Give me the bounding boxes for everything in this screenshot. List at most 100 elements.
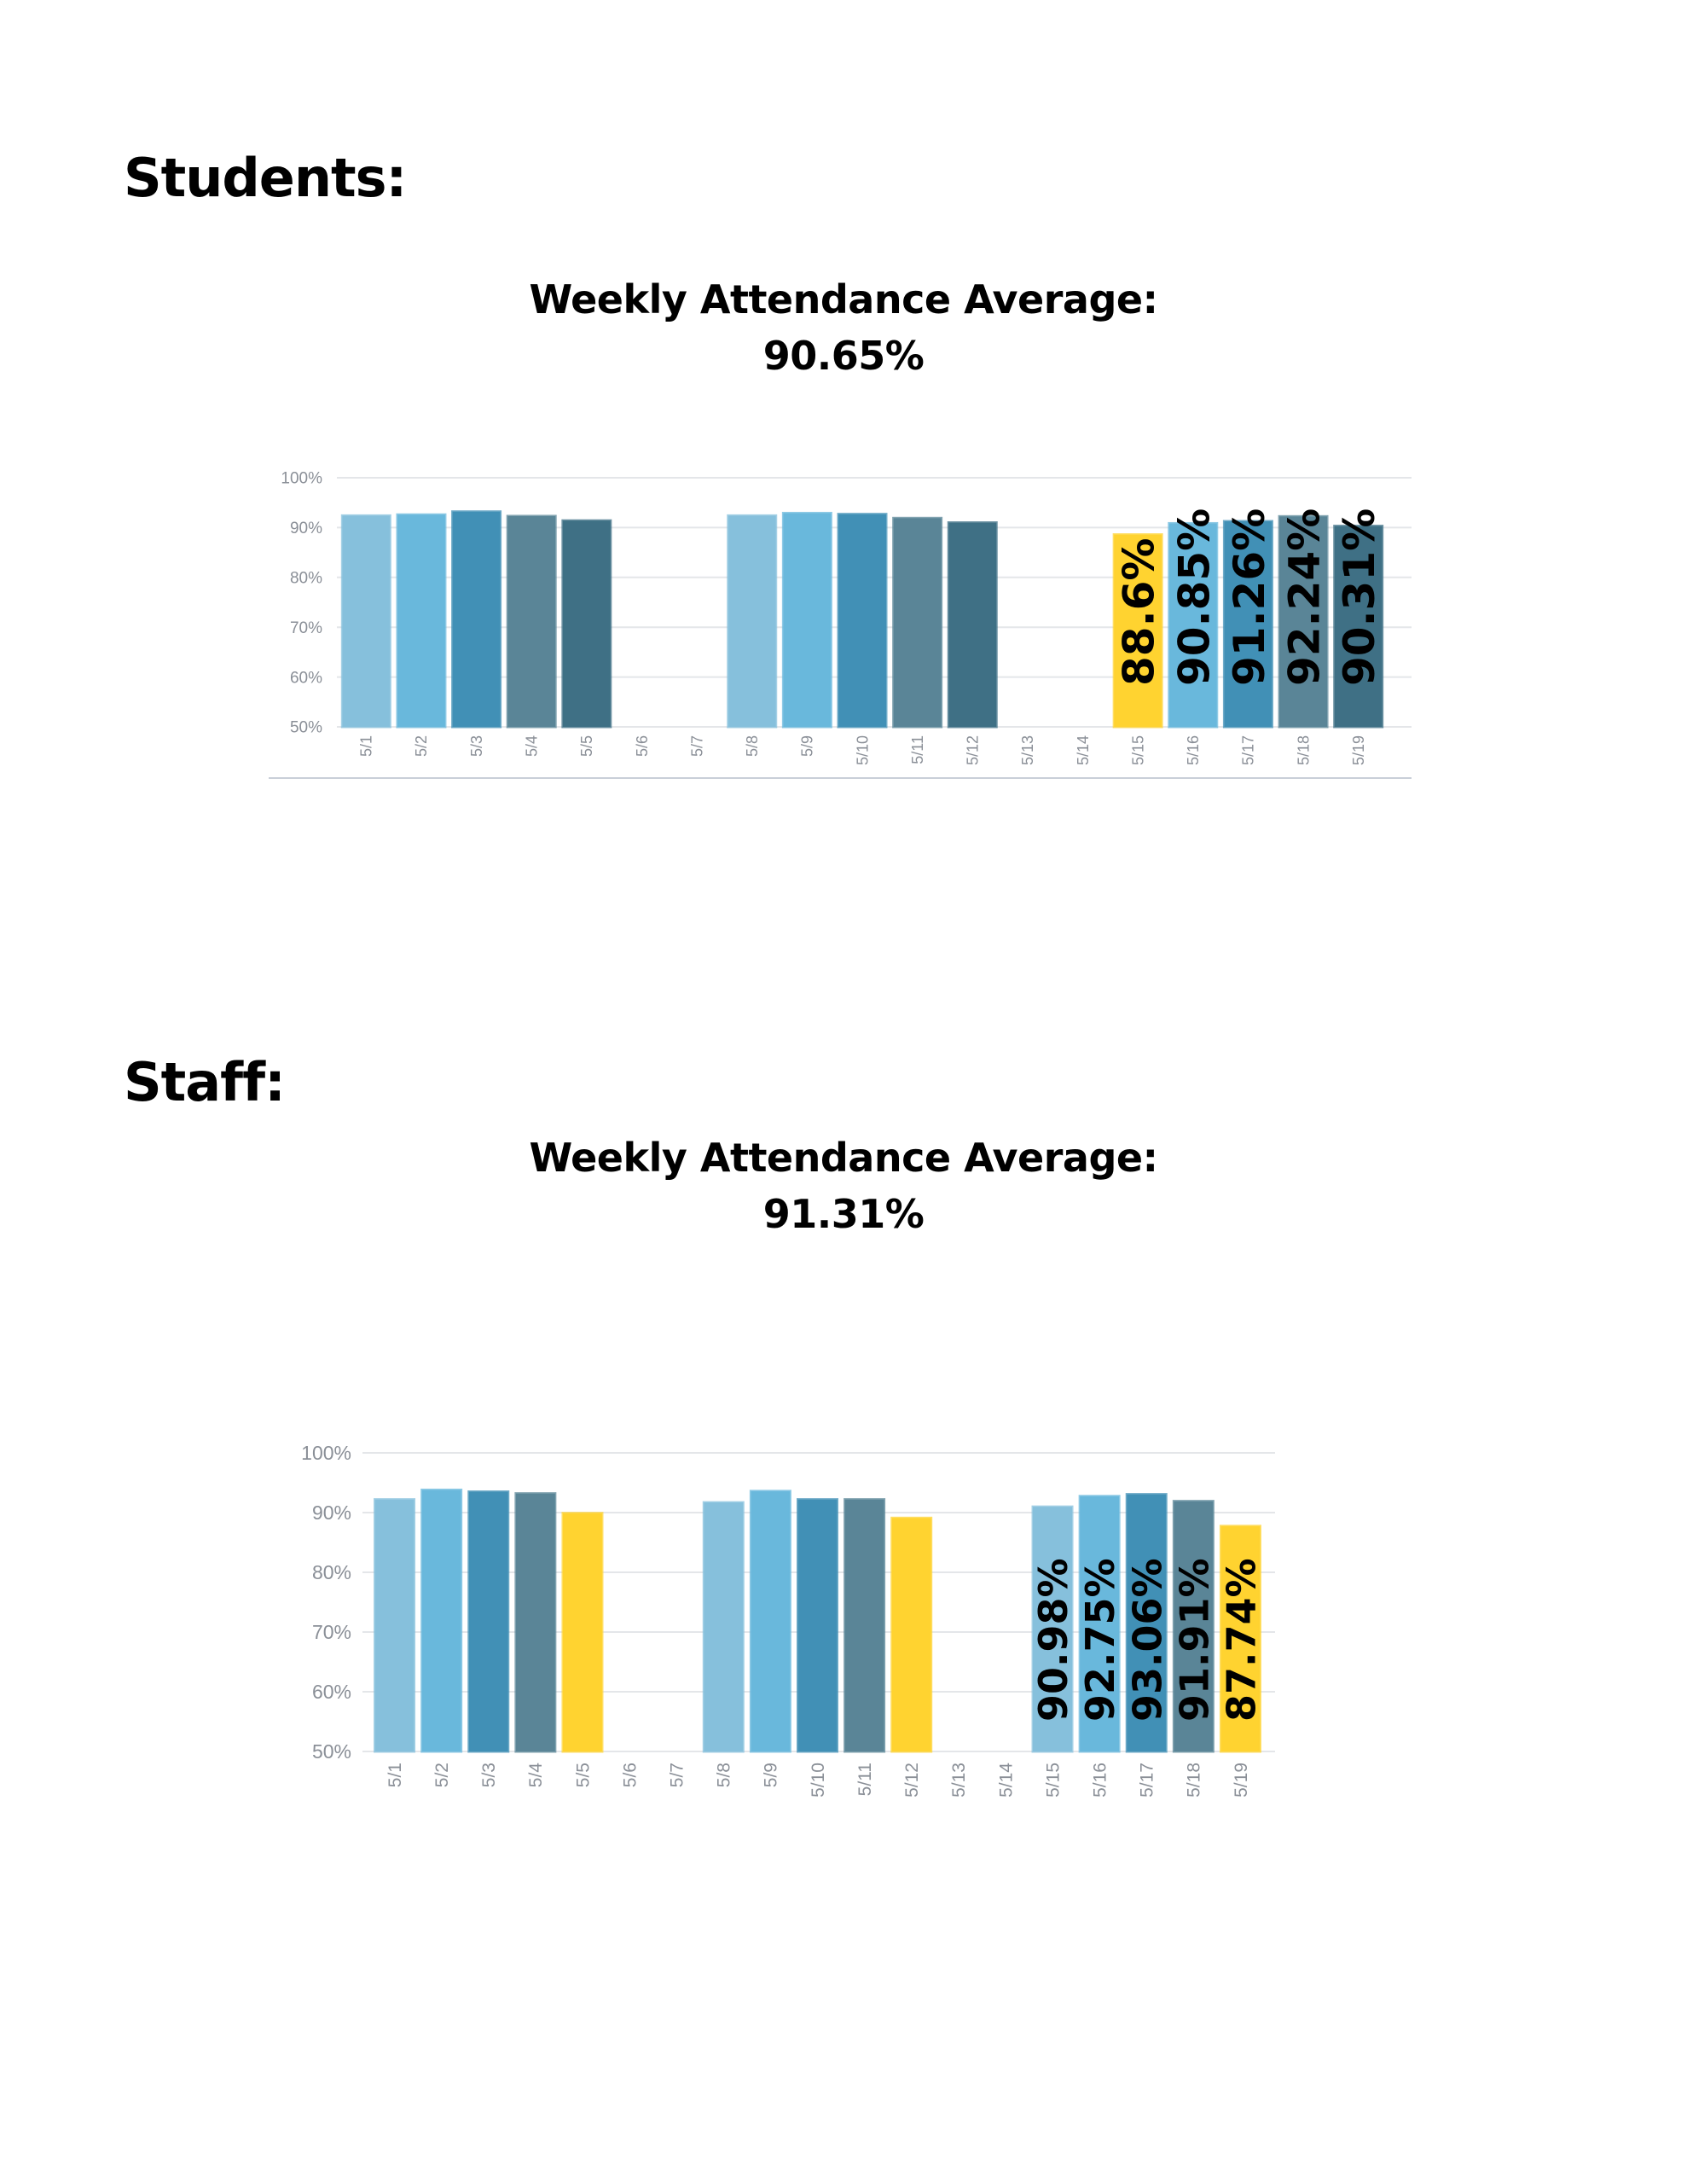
x-tick-label: 5/14 bbox=[996, 1763, 1016, 1798]
data-label: 92.24% bbox=[1280, 508, 1330, 686]
x-tick-label: 5/4 bbox=[526, 1763, 546, 1788]
x-tick-label: 5/2 bbox=[413, 735, 430, 757]
bar-5-18 bbox=[1172, 1500, 1215, 1753]
bar-5-8 bbox=[702, 1501, 745, 1753]
bar-5-16 bbox=[1078, 1495, 1121, 1753]
bar-5-5 bbox=[561, 519, 612, 729]
data-label: 88.6% bbox=[1115, 538, 1164, 686]
x-tick-label: 5/3 bbox=[479, 1763, 499, 1787]
x-tick-label: 5/15 bbox=[1043, 1763, 1063, 1798]
y-tick-label: 90% bbox=[290, 520, 322, 537]
bar-5-3 bbox=[467, 1490, 510, 1753]
bar-5-9 bbox=[781, 511, 832, 729]
bar-5-3 bbox=[451, 510, 502, 729]
bar-5-4 bbox=[506, 514, 557, 729]
data-label: 91.26% bbox=[1225, 508, 1274, 686]
x-tick-label: 5/17 bbox=[1138, 1763, 1157, 1798]
bar-5-15 bbox=[1031, 1505, 1074, 1753]
y-tick-label: 50% bbox=[290, 719, 322, 737]
x-tick-label: 5/16 bbox=[1090, 1763, 1110, 1798]
x-tick-label: 5/12 bbox=[902, 1763, 922, 1798]
x-tick-label: 5/7 bbox=[668, 1763, 687, 1787]
x-tick-label: 5/14 bbox=[1075, 735, 1092, 765]
x-tick-label: 5/15 bbox=[1129, 735, 1146, 765]
x-tick-label: 5/9 bbox=[762, 1763, 781, 1787]
bar-5-5 bbox=[561, 1512, 604, 1753]
bar-5-10 bbox=[837, 513, 888, 729]
x-tick-label: 5/18 bbox=[1185, 1763, 1204, 1798]
bar-5-1 bbox=[374, 1498, 416, 1753]
bar-5-18 bbox=[1278, 514, 1329, 729]
x-tick-label: 5/3 bbox=[468, 735, 485, 757]
bar-5-17 bbox=[1222, 520, 1273, 729]
x-tick-label: 5/13 bbox=[949, 1763, 969, 1798]
data-label: 90.85% bbox=[1169, 508, 1219, 686]
bar-5-8 bbox=[727, 514, 778, 729]
data-label: 90.98% bbox=[1030, 1558, 1076, 1722]
bar-5-15 bbox=[1112, 533, 1163, 729]
x-tick-label: 5/18 bbox=[1295, 735, 1312, 765]
data-label: 87.74% bbox=[1218, 1558, 1264, 1722]
staff-average-label: Weekly Attendance Average: bbox=[529, 1135, 1158, 1181]
data-label: 90.31% bbox=[1335, 508, 1384, 686]
x-tick-label: 5/12 bbox=[965, 735, 982, 765]
x-tick-label: 5/19 bbox=[1232, 1763, 1251, 1798]
bar-5-19 bbox=[1219, 1525, 1261, 1753]
x-tick-label: 5/1 bbox=[358, 735, 375, 757]
y-tick-label: 60% bbox=[290, 669, 322, 687]
bar-5-11 bbox=[892, 516, 943, 729]
x-tick-label: 5/19 bbox=[1350, 735, 1367, 765]
x-tick-label: 5/16 bbox=[1185, 735, 1202, 765]
bar-5-4 bbox=[514, 1492, 557, 1753]
x-tick-label: 5/6 bbox=[620, 1763, 640, 1787]
x-tick-label: 5/11 bbox=[909, 735, 926, 764]
students-average-block: Weekly Attendance Average: 90.65% bbox=[0, 271, 1687, 384]
x-tick-label: 5/11 bbox=[855, 1763, 875, 1796]
y-tick-label: 90% bbox=[312, 1502, 351, 1524]
students-average-value: 90.65% bbox=[762, 333, 925, 379]
x-tick-label: 5/10 bbox=[809, 1763, 828, 1798]
y-tick-label: 50% bbox=[312, 1740, 351, 1763]
bar-5-11 bbox=[844, 1498, 886, 1753]
bar-5-12 bbox=[890, 1516, 933, 1753]
students-average-label: Weekly Attendance Average: bbox=[529, 276, 1158, 322]
bar-5-2 bbox=[420, 1488, 463, 1753]
y-tick-label: 100% bbox=[301, 1442, 351, 1464]
bar-5-2 bbox=[396, 513, 447, 729]
data-label: 93.06% bbox=[1124, 1558, 1170, 1722]
data-label: 91.91% bbox=[1171, 1558, 1217, 1722]
bar-5-17 bbox=[1125, 1493, 1168, 1753]
x-tick-label: 5/4 bbox=[524, 735, 541, 757]
x-tick-label: 5/5 bbox=[578, 735, 595, 757]
bar-5-19 bbox=[1333, 525, 1384, 729]
data-label: 92.75% bbox=[1077, 1558, 1123, 1722]
x-tick-label: 5/17 bbox=[1240, 735, 1257, 765]
x-tick-label: 5/1 bbox=[386, 1763, 405, 1787]
x-tick-label: 5/13 bbox=[1019, 735, 1036, 765]
y-tick-label: 80% bbox=[290, 569, 322, 587]
bar-5-1 bbox=[340, 514, 391, 729]
x-tick-label: 5/10 bbox=[854, 735, 871, 765]
students-heading: Students: bbox=[124, 147, 407, 209]
y-tick-label: 70% bbox=[312, 1621, 351, 1643]
y-tick-label: 70% bbox=[290, 619, 322, 637]
x-tick-label: 5/9 bbox=[799, 735, 816, 757]
bar-5-16 bbox=[1168, 521, 1219, 729]
y-tick-label: 100% bbox=[281, 470, 322, 488]
x-tick-label: 5/8 bbox=[744, 735, 761, 757]
x-tick-label: 5/8 bbox=[715, 1763, 734, 1787]
x-tick-label: 5/7 bbox=[688, 735, 705, 757]
staff-heading: Staff: bbox=[124, 1051, 286, 1113]
x-tick-label: 5/6 bbox=[634, 735, 651, 757]
bar-5-12 bbox=[947, 521, 998, 729]
staff-average-block: Weekly Attendance Average: 91.31% bbox=[0, 1130, 1687, 1242]
x-tick-label: 5/2 bbox=[432, 1763, 452, 1787]
y-tick-label: 60% bbox=[312, 1681, 351, 1703]
bar-5-9 bbox=[749, 1490, 791, 1753]
y-tick-label: 80% bbox=[312, 1561, 351, 1583]
staff-average-value: 91.31% bbox=[762, 1191, 925, 1237]
bar-5-10 bbox=[797, 1498, 838, 1753]
x-tick-label: 5/5 bbox=[573, 1763, 593, 1787]
